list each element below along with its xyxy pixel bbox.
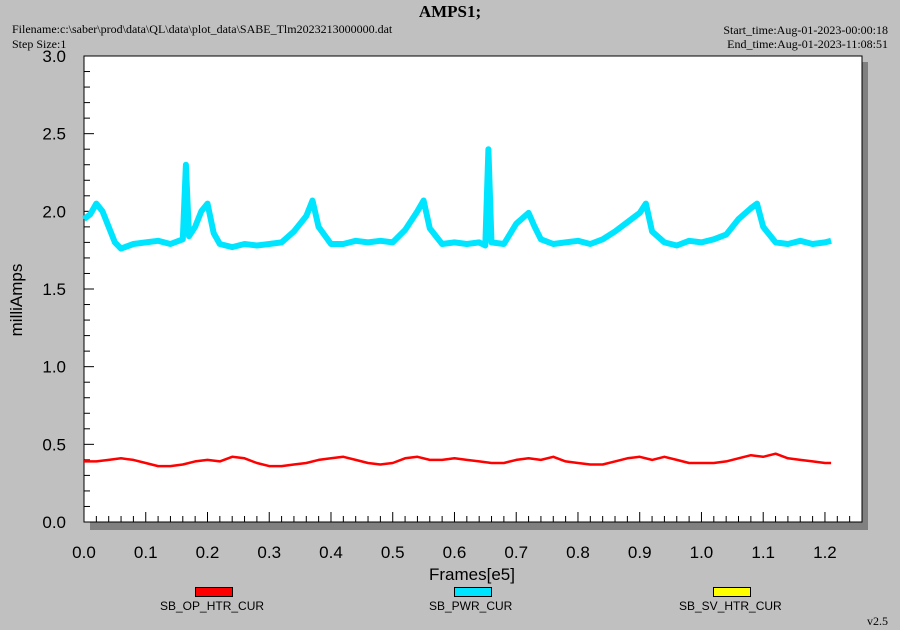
- x-tick-label: 0.9: [628, 543, 652, 562]
- x-tick-label: 1.1: [751, 543, 775, 562]
- step-size-label: Step Size:1: [12, 37, 67, 51]
- start-time-label: Start_time:Aug-01-2023-00:00:18: [723, 23, 888, 37]
- x-tick-label: 0.8: [566, 543, 590, 562]
- y-tick-label: 1.0: [42, 358, 66, 377]
- y-tick-label: 1.5: [42, 280, 66, 299]
- legend-swatch-sv-htr: [713, 587, 751, 597]
- filename-label: Filename:c:\saber\prod\data\QL\data\plot…: [12, 22, 393, 36]
- chart-title: AMPS1;: [418, 2, 482, 21]
- x-tick-label: 0.0: [72, 543, 96, 562]
- x-tick-label: 0.4: [319, 543, 343, 562]
- x-tick-label: 0.5: [381, 543, 405, 562]
- axis-ticks: 0.0 0.5 1.0 1.5 2.0 2.5 3.0 0.0 0.1 0.2 0.3 0.4 0.5 0…: [42, 47, 851, 562]
- legend-label-sv-htr: SB_SV_HTR_CUR: [679, 599, 782, 613]
- x-tick-label: 0.6: [443, 543, 467, 562]
- y-tick-label: 3.0: [42, 47, 66, 66]
- x-tick-label: 0.3: [257, 543, 281, 562]
- legend-label-pwr: SB_PWR_CUR: [429, 599, 513, 613]
- series-layer: [82, 146, 832, 468]
- end-time-label: End_time:Aug-01-2023-11:08:51: [727, 37, 888, 51]
- x-axis-label: Frames[e5]: [429, 565, 515, 584]
- x-tick-label: 1.2: [813, 543, 837, 562]
- plot-area: [83, 55, 863, 523]
- version-label: v2.5: [867, 614, 888, 628]
- legend-swatch-op-htr: [195, 587, 233, 597]
- legend-swatch-pwr: [454, 587, 492, 597]
- x-tick-label: 0.7: [504, 543, 528, 562]
- y-tick-label: 0.5: [42, 435, 66, 454]
- series-line-1: [82, 146, 832, 252]
- y-tick-label: 2.0: [42, 202, 66, 221]
- y-axis-label: milliAmps: [7, 264, 26, 337]
- y-tick-label: 2.5: [42, 125, 66, 144]
- x-tick-label: 1.0: [690, 543, 714, 562]
- series-line-0: [84, 452, 832, 468]
- y-tick-label: 0.0: [42, 513, 66, 532]
- x-tick-label: 0.2: [196, 543, 220, 562]
- x-tick-label: 0.1: [134, 543, 158, 562]
- legend-label-op-htr: SB_OP_HTR_CUR: [160, 599, 265, 613]
